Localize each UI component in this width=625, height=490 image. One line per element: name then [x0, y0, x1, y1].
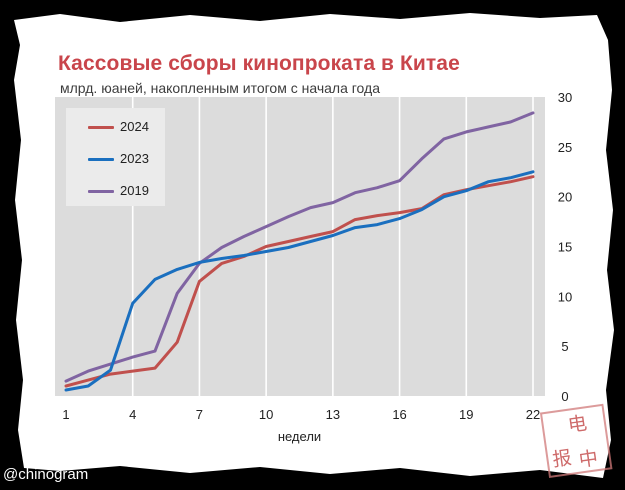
x-tick-label: 10 [259, 407, 273, 422]
legend-label: 2023 [120, 151, 149, 166]
y-tick-label: 0 [561, 389, 568, 404]
chart-title: Кассовые сборы кинопроката в Китае [58, 52, 460, 75]
legend-swatch [88, 190, 114, 193]
x-tick-label: 13 [326, 407, 340, 422]
chart-legend: 2024 2023 2019 [66, 108, 165, 206]
x-tick-label: 4 [129, 407, 136, 422]
x-tick-label: 16 [392, 407, 406, 422]
legend-item-2024: 2024 [66, 118, 165, 138]
y-tick-label: 15 [558, 240, 572, 255]
series-line-2023 [64, 170, 535, 392]
x-tick-label: 7 [196, 407, 203, 422]
legend-label: 2024 [120, 119, 149, 134]
y-tick-label: 25 [558, 140, 572, 155]
x-tick-label: 22 [526, 407, 540, 422]
stamp-char: 报 [551, 446, 574, 472]
x-axis-label: недели [278, 429, 321, 444]
y-tick-label: 10 [558, 289, 572, 304]
legend-label: 2019 [120, 183, 149, 198]
y-tick-label: 5 [561, 339, 568, 354]
legend-swatch [88, 158, 114, 161]
stamp-char: 中 [577, 447, 600, 472]
stamp-char: 电 [566, 412, 589, 437]
legend-item-2023: 2023 [66, 150, 165, 170]
legend-swatch [88, 126, 114, 129]
x-tick-label: 1 [62, 407, 69, 422]
legend-item-2019: 2019 [66, 182, 165, 202]
series-line-2019 [64, 111, 535, 383]
chart-subtitle: млрд. юаней, накопленным итогом с начала… [60, 80, 380, 96]
y-tick-label: 20 [558, 190, 572, 205]
channel-watermark: @chinogram [3, 466, 89, 483]
x-tick-label: 19 [459, 407, 473, 422]
y-tick-label: 30 [558, 90, 572, 105]
red-seal-stamp: 电 报 中 [535, 397, 615, 481]
